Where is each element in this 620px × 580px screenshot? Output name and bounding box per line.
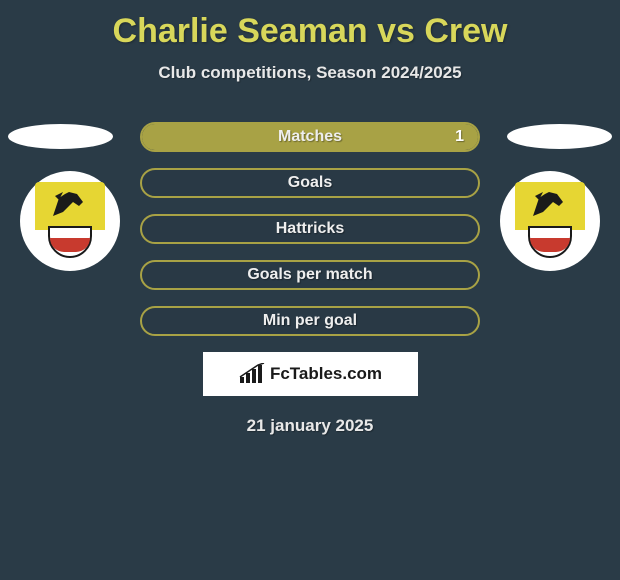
stat-label: Goals per match <box>142 266 478 284</box>
player-photo-right <box>507 124 612 149</box>
page-title: Charlie Seaman vs Crew <box>0 0 620 51</box>
club-crest-icon <box>515 182 585 260</box>
stat-row-matches: Matches 1 <box>140 122 480 152</box>
stat-value-right: 1 <box>455 128 464 146</box>
stat-label: Hattricks <box>142 220 478 238</box>
club-badge-left <box>20 171 120 271</box>
subtitle: Club competitions, Season 2024/2025 <box>0 63 620 83</box>
club-crest-icon <box>35 182 105 260</box>
stat-row-hattricks: Hattricks <box>140 214 480 244</box>
brand-label: FcTables.com <box>270 364 382 384</box>
brand-box[interactable]: FcTables.com <box>203 352 418 396</box>
stat-row-min-per-goal: Min per goal <box>140 306 480 336</box>
stat-row-goals: Goals <box>140 168 480 198</box>
date-label: 21 january 2025 <box>140 416 480 436</box>
viking-bird-icon <box>529 186 569 222</box>
viking-bird-icon <box>49 186 89 222</box>
stat-label: Matches <box>142 128 478 146</box>
stats-container: Matches 1 Goals Hattricks Goals per matc… <box>140 122 480 436</box>
stat-row-goals-per-match: Goals per match <box>140 260 480 290</box>
stat-label: Min per goal <box>142 312 478 330</box>
club-badge-right <box>500 171 600 271</box>
bars-chart-icon <box>238 363 266 385</box>
player-photo-left <box>8 124 113 149</box>
stat-label: Goals <box>142 174 478 192</box>
